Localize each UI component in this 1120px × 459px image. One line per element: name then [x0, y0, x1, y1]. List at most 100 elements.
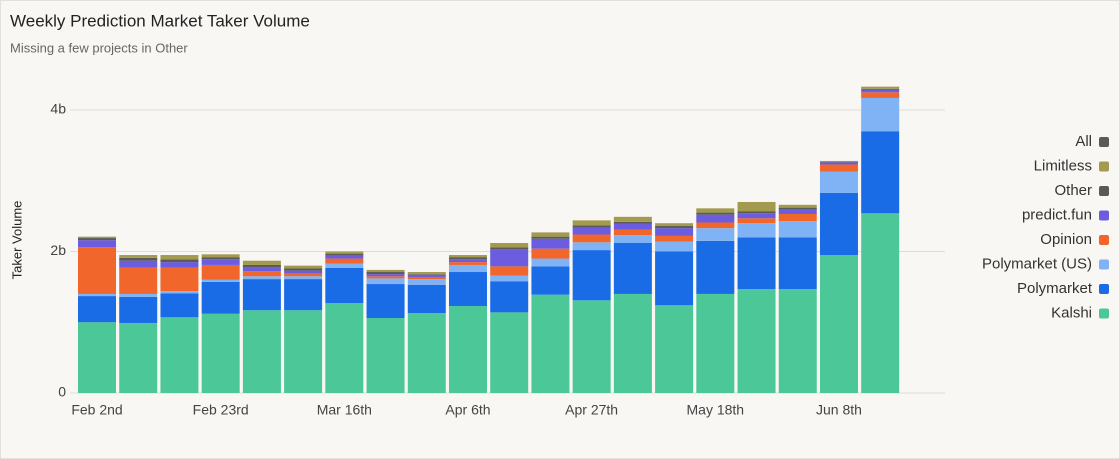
chart-subtitle: Missing a few projects in Other — [10, 40, 188, 55]
bar-segment — [448, 255, 487, 258]
bar-segment — [490, 281, 529, 313]
bar-segment — [284, 268, 323, 271]
bar-segment — [407, 274, 446, 277]
bar-segment — [819, 164, 858, 172]
bar-segment — [78, 247, 117, 294]
bar-segment — [778, 288, 817, 393]
bar-segment — [613, 221, 652, 224]
bar-segment — [448, 272, 487, 306]
bar-segment — [655, 226, 694, 229]
bar-segment — [448, 259, 487, 263]
bar-segment — [284, 273, 323, 277]
bar-segment — [861, 88, 900, 90]
bar-segment — [531, 236, 570, 239]
bar-segment — [119, 322, 158, 393]
bar-segment — [696, 293, 735, 393]
bar-segment — [284, 276, 323, 280]
bar-segment — [861, 89, 900, 93]
bar-segment — [737, 218, 776, 224]
bar-segment — [242, 276, 281, 280]
bar-segment — [696, 208, 735, 213]
x-tick-label: Mar 16th — [317, 402, 372, 418]
bar-segment — [531, 232, 570, 237]
bar-segment — [778, 207, 817, 210]
bar-segment — [861, 97, 900, 132]
bar-segment — [861, 131, 900, 214]
legend-swatch — [1099, 210, 1109, 221]
bar-segment — [242, 264, 281, 268]
bar-segment — [778, 209, 817, 215]
bar-segment — [448, 262, 487, 265]
bar-segment — [737, 211, 776, 214]
bar-segment — [696, 212, 735, 215]
bar-segment — [696, 228, 735, 241]
bar-segment — [490, 266, 529, 276]
x-tick-label: Feb 2nd — [71, 402, 122, 418]
bar-segment — [78, 238, 117, 241]
bar-segment — [696, 222, 735, 229]
bar-segment — [366, 274, 405, 277]
bar-segment — [655, 235, 694, 242]
bar-segment — [572, 220, 611, 226]
bar-segment — [778, 221, 817, 238]
y-tick-label: 4b — [50, 101, 66, 117]
bar-segment — [201, 254, 240, 258]
bar-segment — [242, 310, 281, 393]
bar-segment — [737, 213, 776, 219]
bar-segment — [448, 305, 487, 393]
bar-segment — [325, 251, 364, 254]
bar-segment — [655, 228, 694, 236]
bar-segment — [490, 275, 529, 282]
bar-segment — [325, 255, 364, 259]
bar-segment — [325, 263, 364, 268]
legend-swatch — [1099, 161, 1109, 172]
bar-segment — [778, 237, 817, 289]
bar-segment — [655, 223, 694, 227]
bar-segment — [613, 229, 652, 236]
bar-segment — [325, 258, 364, 264]
bar-segment — [613, 216, 652, 222]
bar-segment — [613, 235, 652, 244]
bar-segment — [407, 313, 446, 393]
bar-segment — [778, 204, 817, 208]
bar-segment — [119, 267, 158, 294]
bar-segment — [819, 171, 858, 193]
legend-label: Kalshi — [1051, 304, 1092, 321]
legend-label: All — [1075, 133, 1092, 150]
legend-label: predict.fun — [1022, 206, 1092, 223]
bar-segment — [572, 242, 611, 251]
bar-segment — [284, 270, 323, 274]
bar-segment — [655, 251, 694, 306]
bar-segment — [366, 269, 405, 273]
bar-segment — [531, 248, 570, 259]
bar-segment — [531, 258, 570, 267]
x-tick-label: Apr 27th — [565, 402, 618, 418]
legend-swatch — [1099, 235, 1109, 245]
bar-segment — [655, 241, 694, 252]
bar-segment — [366, 318, 405, 393]
bar-segment — [366, 284, 405, 319]
bar-segment — [160, 293, 199, 318]
bar-segment — [160, 262, 199, 268]
bar-segment — [613, 293, 652, 393]
legend-label: Limitless — [1034, 157, 1092, 174]
bar-segment — [201, 281, 240, 314]
bar-segment — [737, 288, 776, 393]
bar-segment — [613, 223, 652, 230]
x-tick-label: Apr 6th — [445, 402, 490, 418]
bar-segment — [861, 86, 900, 89]
bar-segment — [572, 300, 611, 393]
legend-swatch — [1099, 186, 1109, 196]
bar-segment — [242, 260, 281, 265]
bar-segment — [572, 250, 611, 301]
bar-segment — [531, 238, 570, 249]
legend-label: Polymarket — [1017, 280, 1093, 297]
bar-segment — [160, 259, 199, 263]
legend-label: Polymarket (US) — [982, 255, 1092, 272]
bar-segment — [696, 214, 735, 223]
bar-segment — [160, 267, 199, 292]
y-tick-label: 0 — [58, 384, 66, 400]
legend-label: Opinion — [1040, 231, 1092, 248]
bar-segment — [160, 255, 199, 260]
